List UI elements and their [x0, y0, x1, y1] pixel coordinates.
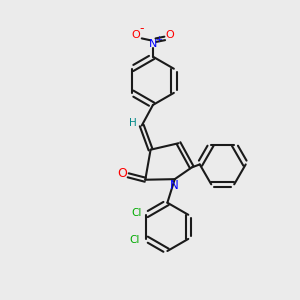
Text: +: + — [155, 35, 162, 44]
Text: N: N — [149, 39, 157, 49]
Text: O: O — [166, 31, 174, 40]
Text: N: N — [170, 179, 179, 192]
Text: H: H — [129, 118, 137, 128]
Text: O: O — [131, 31, 140, 40]
Text: Cl: Cl — [130, 236, 140, 245]
Text: -: - — [140, 22, 144, 35]
Text: Cl: Cl — [131, 208, 141, 218]
Text: O: O — [117, 167, 127, 180]
